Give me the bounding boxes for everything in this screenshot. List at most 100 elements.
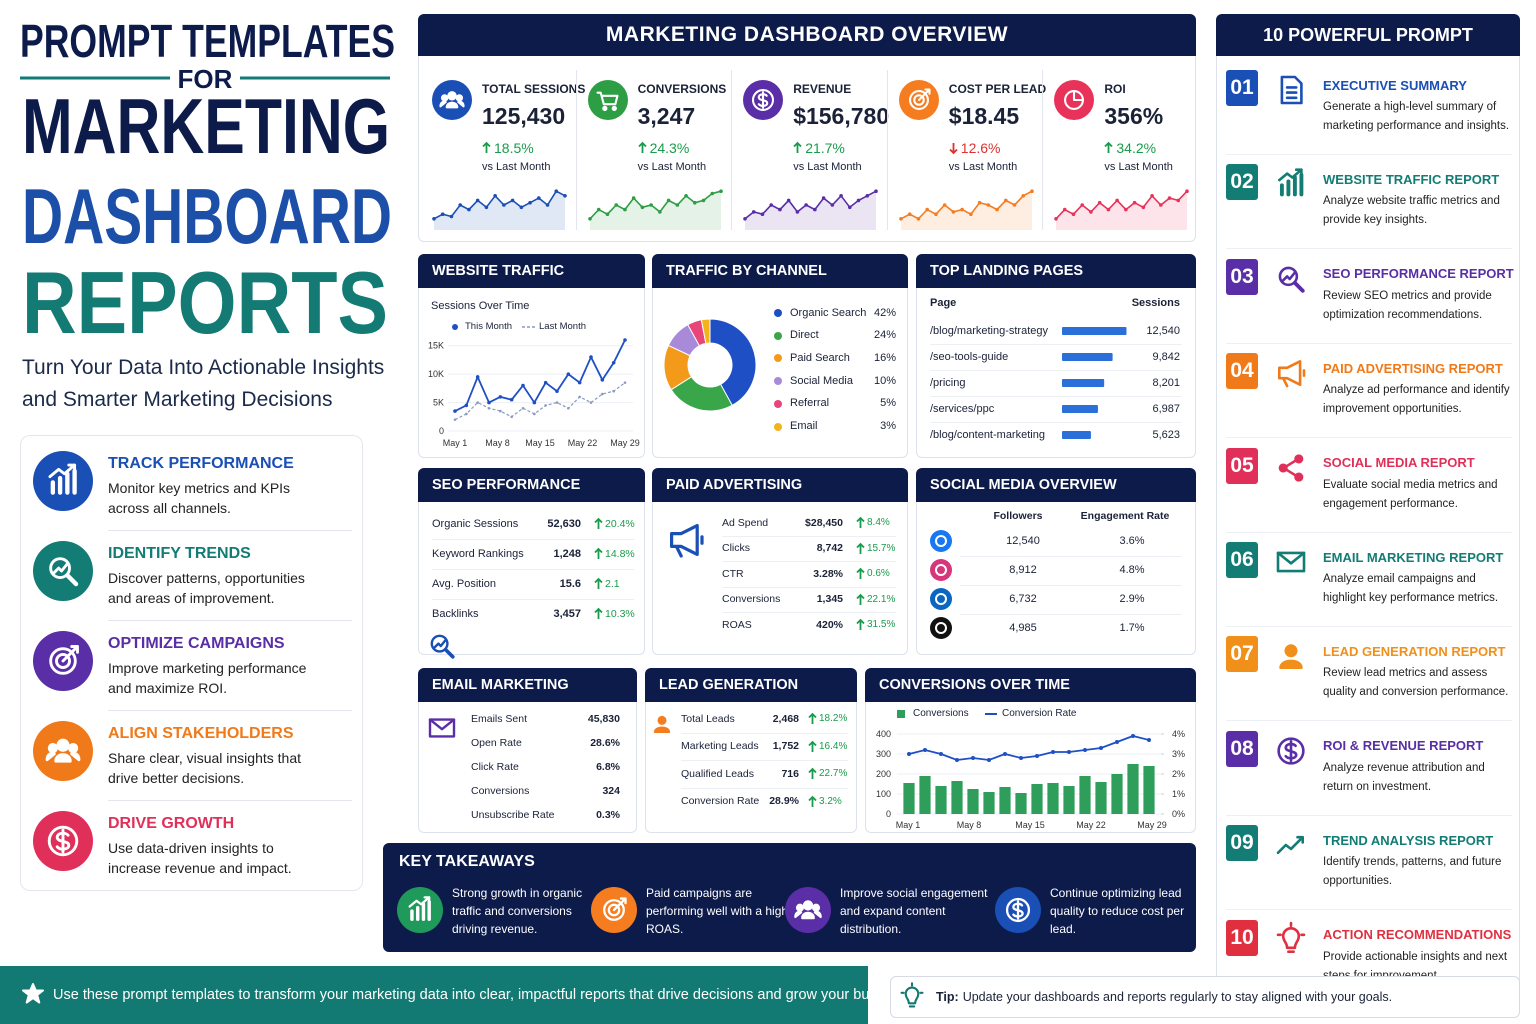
icon-part [1284, 644, 1298, 658]
sparkline-dot [657, 210, 662, 214]
page-path: /seo-tools-guide [930, 350, 1009, 363]
separator [108, 710, 352, 711]
metric-name: Total Leads [681, 712, 735, 725]
benefit-title: DRIVE GROWTH [108, 815, 235, 832]
series-dot [465, 412, 468, 416]
sparkline-dot [692, 200, 697, 205]
bar [983, 792, 995, 814]
icon-glyph [603, 897, 627, 921]
metric-value: 0.3% [596, 808, 620, 821]
icon [33, 451, 93, 511]
metric-change: 16.4% [819, 740, 848, 752]
series-dot [623, 338, 627, 342]
page-path: /pricing [930, 376, 966, 389]
icon-bg [587, 80, 628, 120]
icon-part [611, 105, 617, 112]
metric-value: 52,630 [547, 517, 581, 530]
sparkline-dot [467, 207, 471, 212]
icon-glyph [48, 463, 77, 495]
icon-part [1292, 280, 1305, 293]
kpi-value: 3,247 [637, 102, 696, 129]
sparkline-dot [1106, 207, 1111, 212]
metric-name: Avg. Position [432, 577, 497, 590]
takeaway-text: Improve social engagement and expand con… [840, 886, 988, 936]
change-arrow [808, 767, 817, 779]
icon-part [669, 523, 704, 558]
kpi-value: 125,430 [482, 102, 566, 129]
icon-part [1276, 921, 1306, 953]
sessions-value: 12,540 [1146, 324, 1180, 337]
separator [575, 70, 577, 230]
y2-tick-label: 1% [1172, 789, 1185, 799]
sparkline-dot [760, 212, 765, 216]
takeaway-text: Paid campaigns are performing well with … [646, 886, 789, 936]
icon-part [1278, 266, 1299, 286]
template-text: Evaluate social media metrics and engage… [1323, 478, 1498, 510]
rate-dot [1131, 734, 1135, 738]
icon-part [55, 828, 71, 854]
sparkline [587, 189, 723, 230]
sparkline [898, 189, 1034, 230]
separator [930, 344, 1182, 345]
metric-change: 20.4% [605, 517, 635, 530]
template-text: Review SEO metrics and provide optimizat… [1323, 289, 1492, 321]
kpi-label: REVENUE [793, 82, 852, 96]
metric-change: 22.1% [867, 593, 896, 605]
sparkline-dot [563, 194, 567, 198]
sparkline [743, 189, 878, 230]
separator [960, 613, 1182, 615]
sparkline-dot [458, 203, 462, 207]
sessions-value: 5,623 [1152, 428, 1180, 441]
icon [1278, 168, 1304, 197]
icon-mark [935, 622, 947, 634]
swatch [774, 309, 782, 317]
kpi-value: 356% [1104, 102, 1164, 129]
page-path: /blog/content-marketing [930, 428, 1045, 441]
rate-dot [1051, 750, 1055, 754]
separator [432, 569, 634, 570]
separator [1226, 909, 1512, 911]
metric-value: 324 [602, 784, 620, 797]
icon-glyph [47, 825, 79, 857]
metric-value: 1,248 [553, 547, 581, 560]
separator [1226, 814, 1512, 816]
icon [743, 80, 784, 120]
metric-name: Organic Sessions [432, 517, 519, 530]
separator [722, 561, 896, 563]
sparkline-dot [519, 205, 524, 210]
sparkline-dot [907, 212, 912, 216]
metric-name: Open Rate [471, 736, 522, 749]
icon [1278, 453, 1304, 482]
sparkline-dot [977, 200, 982, 205]
change-arrow [1104, 141, 1114, 153]
takeaway-text: Strong growth in organic traffic and con… [452, 886, 583, 936]
legend-label: This Month [465, 321, 512, 333]
arrow [482, 141, 491, 153]
sparkline-dot [830, 203, 835, 207]
series-dot [498, 395, 503, 399]
sessions-value: 9,842 [1152, 350, 1180, 363]
template-number: 04 [1226, 353, 1258, 390]
metric-value: 2,468 [772, 712, 799, 725]
sparkline-dot [787, 198, 791, 203]
icon-part [1073, 90, 1085, 102]
panel-header: PAID ADVERTISING [652, 468, 908, 502]
metric-change: 15.7% [867, 542, 896, 554]
footer-text: Use these prompt templates to transform … [53, 986, 915, 1003]
title-line: DASHBOARD [22, 172, 392, 260]
icon-part [752, 88, 775, 112]
y2-tick-label: 3% [1172, 749, 1185, 759]
series-dot [589, 401, 593, 404]
arrow [594, 607, 603, 619]
separator [1226, 248, 1512, 250]
separator [1226, 531, 1512, 533]
icon-part [1278, 360, 1306, 388]
metric-name: Backlinks [432, 607, 479, 620]
metric-value: 28.6% [590, 736, 620, 749]
template-text: Review lead metrics and assess quality a… [1323, 667, 1509, 699]
y-tick-label: 400 [876, 729, 891, 739]
separator [108, 800, 352, 801]
kpi-change: 34.2% [1116, 140, 1157, 156]
separator [432, 539, 634, 540]
kpi-note: vs Last Month [482, 160, 551, 173]
